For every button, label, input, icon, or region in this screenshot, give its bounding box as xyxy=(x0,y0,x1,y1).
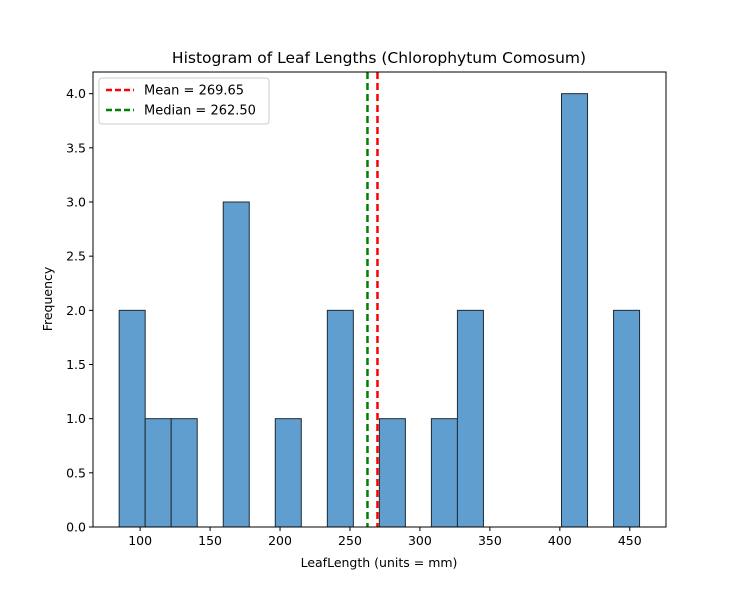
histogram-bar xyxy=(144,418,172,528)
x-tick-label: 200 xyxy=(268,533,292,548)
x-tick-label: 450 xyxy=(618,533,642,548)
y-tick-label: 2.5 xyxy=(66,249,86,264)
x-tick-label: 250 xyxy=(338,533,362,548)
y-tick-label: 0.5 xyxy=(66,465,86,480)
x-tick-label: 400 xyxy=(548,533,572,548)
histogram-bar xyxy=(326,309,354,528)
y-tick-label: 4.0 xyxy=(66,86,86,101)
y-axis-ticks: 0.0 0.5 1.0 1.5 2.0 2.5 3.0 3.5 4.0 xyxy=(66,86,93,535)
x-tick-label: 350 xyxy=(478,533,502,548)
chart-title: Histogram of Leaf Lengths (Chlorophytum … xyxy=(172,49,586,67)
x-tick-label: 100 xyxy=(128,533,152,548)
legend-box xyxy=(98,77,270,125)
y-tick-label: 3.0 xyxy=(66,195,86,210)
y-tick-label: 1.0 xyxy=(66,411,86,426)
x-axis-ticks: 100 150 200 250 300 350 400 450 xyxy=(128,527,642,548)
plot-area-frame xyxy=(92,71,667,528)
x-tick-label: 150 xyxy=(198,533,222,548)
histogram-bar xyxy=(170,418,198,528)
histogram-bar xyxy=(222,201,250,528)
x-axis-label: LeafLength (units = mm) xyxy=(301,555,458,570)
reference-lines xyxy=(366,72,379,527)
y-tick-label: 1.5 xyxy=(66,357,86,372)
histogram-bar xyxy=(274,418,302,528)
y-tick-label: 2.0 xyxy=(66,303,86,318)
y-axis-label: Frequency xyxy=(40,266,55,331)
x-tick-label: 300 xyxy=(408,533,432,548)
histogram-bar xyxy=(430,418,458,528)
legend-median-label: Median = 262.50 xyxy=(144,104,256,119)
legend-mean-label: Mean = 269.65 xyxy=(144,84,244,99)
histogram-bar xyxy=(613,309,641,528)
histogram-bar xyxy=(561,93,589,528)
histogram-bar xyxy=(378,418,406,528)
histogram-bar xyxy=(456,309,484,528)
y-tick-label: 0.0 xyxy=(66,520,86,535)
legend: Mean = 269.65 Median = 262.50 xyxy=(98,77,270,125)
y-tick-label: 3.5 xyxy=(66,140,86,155)
bars-layer xyxy=(118,93,641,528)
histogram-bar xyxy=(118,309,146,528)
